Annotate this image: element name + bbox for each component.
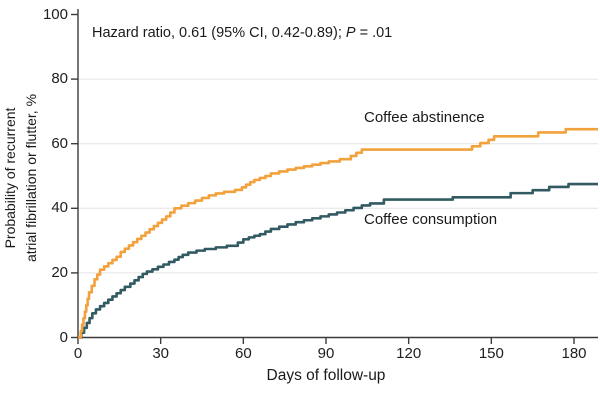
series-line-coffee-abstinence (78, 127, 598, 339)
y-axis-title-line2: atrial fibrillation or flutter, % (23, 93, 39, 263)
y-tick-label-40: 40 (51, 199, 68, 217)
x-tick-label-0: 0 (73, 345, 83, 362)
x-tick-label-30: 30 (152, 345, 169, 362)
x-tick-label-90: 90 (317, 345, 335, 362)
series-line-coffee-consumption (78, 182, 598, 339)
annotation-p-value: = .01 (355, 25, 393, 41)
y-axis-title-line1: Probability of recurrent (2, 107, 18, 249)
y-tick-label-80: 80 (51, 70, 68, 88)
y-tick-label-20: 20 (51, 263, 68, 281)
x-tick-label-60: 60 (234, 345, 252, 362)
annotation-p-symbol: P (345, 25, 356, 41)
series-label-coffee-abstinence: Coffee abstinence (364, 109, 485, 126)
y-tick-label-0: 0 (59, 328, 68, 346)
annotation-text: Hazard ratio, 0.61 (95% CI, 0.42-0.89); (92, 25, 346, 41)
x-axis-title: Days of follow-up (266, 367, 386, 384)
y-tick-label-100: 100 (42, 5, 68, 23)
y-tick-label-60: 60 (51, 134, 68, 152)
series-label-coffee-consumption: Coffee consumption (364, 211, 498, 228)
x-tick-label-120: 120 (396, 345, 422, 362)
y-axis-title: Probability of recurrent atrial fibrilla… (0, 18, 44, 338)
hazard-ratio-annotation: Hazard ratio, 0.61 (95% CI, 0.42-0.89); … (92, 25, 392, 41)
x-tick-label-180: 180 (561, 345, 587, 362)
x-tick-label-150: 150 (478, 345, 504, 362)
